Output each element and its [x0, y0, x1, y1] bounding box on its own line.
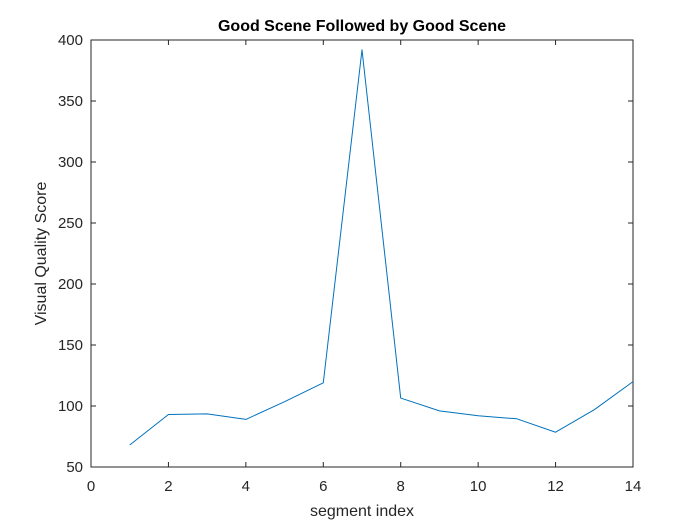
y-tick-label: 300 [58, 154, 83, 171]
x-tick-label: 6 [319, 478, 327, 495]
series-layer [129, 49, 634, 446]
axis-tick-labels: 0 2 4 6 8 10 12 14 50 100 150 200 250 300 350 400 [58, 32, 641, 495]
plot-area [90, 39, 634, 468]
y-axis-label: Visual Quality Score [33, 182, 50, 326]
y-tick-label: 250 [58, 215, 83, 232]
series-line [129, 49, 634, 446]
y-tick-label: 200 [58, 276, 83, 293]
y-tick-label: 150 [58, 337, 83, 354]
x-tick-label: 2 [164, 478, 172, 495]
x-tick-label: 4 [242, 478, 250, 495]
x-axis-label: segment index [310, 503, 414, 520]
y-tick-label: 350 [58, 93, 83, 110]
chart-title: Good Scene Followed by Good Scene [218, 18, 506, 35]
x-tick-label: 14 [625, 478, 642, 495]
x-tick-label: 0 [87, 478, 95, 495]
axis-ticks [90, 39, 634, 468]
y-tick-label: 100 [58, 398, 83, 415]
y-tick-label: 50 [66, 459, 83, 476]
x-tick-label: 10 [470, 478, 487, 495]
x-tick-label: 12 [547, 478, 564, 495]
x-tick-label: 8 [397, 478, 405, 495]
y-tick-label: 400 [58, 32, 83, 49]
